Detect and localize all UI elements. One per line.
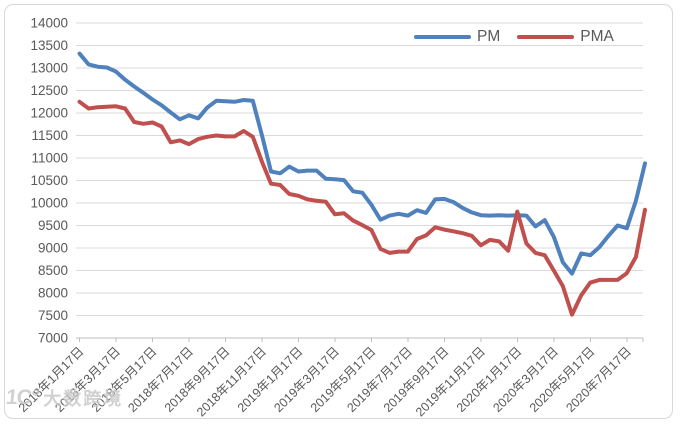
svg-text:10000: 10000 bbox=[30, 196, 68, 211]
svg-text:12000: 12000 bbox=[30, 106, 68, 121]
svg-text:2020年1月17日: 2020年1月17日 bbox=[454, 344, 525, 415]
svg-text:2018年5月17日: 2018年5月17日 bbox=[89, 344, 160, 415]
svg-text:10500: 10500 bbox=[30, 173, 68, 188]
svg-text:9000: 9000 bbox=[38, 241, 68, 256]
svg-text:9500: 9500 bbox=[38, 218, 68, 233]
svg-text:7000: 7000 bbox=[38, 331, 68, 346]
svg-text:2019年7月17日: 2019年7月17日 bbox=[344, 344, 415, 415]
svg-text:14000: 14000 bbox=[30, 16, 68, 31]
pm-series-label: PM bbox=[477, 28, 501, 45]
svg-text:2018年3月17日: 2018年3月17日 bbox=[52, 344, 123, 415]
svg-text:13500: 13500 bbox=[30, 38, 68, 53]
svg-text:8000: 8000 bbox=[38, 286, 68, 301]
legend-item-pm: PM bbox=[414, 29, 500, 45]
svg-text:2019年9月17日: 2019年9月17日 bbox=[381, 344, 452, 415]
svg-text:2020年3月17日: 2020年3月17日 bbox=[490, 344, 561, 415]
chart-legend: PM PMA bbox=[414, 29, 614, 45]
svg-text:2019年3月17日: 2019年3月17日 bbox=[271, 344, 342, 415]
pma-series-label: PMA bbox=[580, 28, 614, 45]
svg-text:2019年5月17日: 2019年5月17日 bbox=[308, 344, 379, 415]
svg-text:2020年7月17日: 2020年7月17日 bbox=[563, 344, 634, 415]
svg-text:13000: 13000 bbox=[30, 61, 68, 76]
pma-series-swatch bbox=[517, 34, 575, 39]
svg-text:2019年1月17日: 2019年1月17日 bbox=[235, 344, 306, 415]
svg-text:2020年5月17日: 2020年5月17日 bbox=[527, 344, 598, 415]
pm-series-swatch bbox=[414, 34, 471, 39]
svg-text:11000: 11000 bbox=[31, 151, 68, 166]
svg-text:2018年9月17日: 2018年9月17日 bbox=[162, 344, 233, 415]
svg-text:2018年7月17日: 2018年7月17日 bbox=[125, 344, 196, 415]
svg-text:7500: 7500 bbox=[38, 308, 68, 323]
svg-text:12500: 12500 bbox=[30, 83, 68, 98]
legend-item-pma: PMA bbox=[517, 29, 614, 45]
svg-text:11500: 11500 bbox=[31, 128, 68, 143]
svg-text:2018年1月17日: 2018年1月17日 bbox=[16, 344, 87, 415]
svg-text:8500: 8500 bbox=[38, 263, 68, 278]
